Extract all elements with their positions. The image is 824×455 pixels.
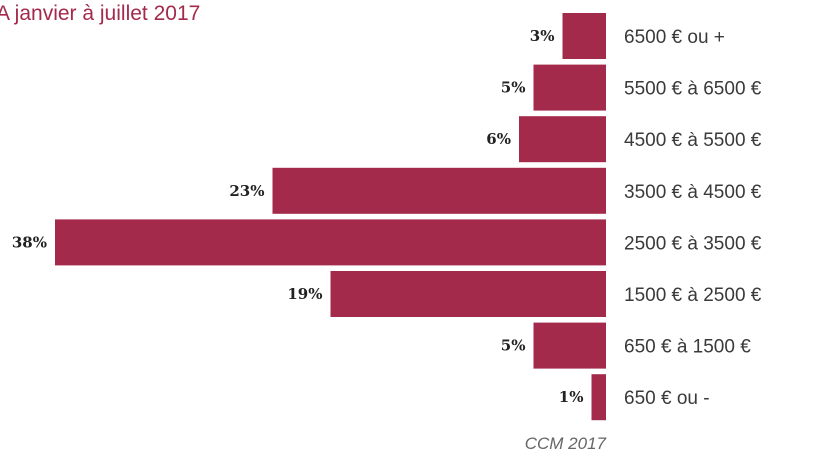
- data-label: 38%: [12, 233, 47, 251]
- bar: [533, 322, 606, 369]
- data-label: 23%: [229, 182, 264, 200]
- bar: [591, 374, 606, 421]
- data-label: 1%: [559, 388, 584, 406]
- source-note: CCM 2017: [524, 434, 606, 453]
- data-label: 6%: [486, 130, 511, 148]
- category-label: 1500 € à 2500 €: [624, 285, 762, 306]
- data-label: 3%: [530, 27, 555, 45]
- bar: [519, 116, 606, 163]
- data-label: 5%: [501, 337, 526, 355]
- data-label: 19%: [287, 285, 322, 303]
- bar: [55, 219, 606, 266]
- chart-title: A janvier à juillet 2017: [0, 2, 201, 25]
- category-label: 650 € à 1500 €: [624, 337, 751, 358]
- category-label: 4500 € à 5500 €: [624, 130, 762, 151]
- category-label: 5500 € à 6500 €: [624, 79, 762, 100]
- data-label: 5%: [501, 79, 526, 97]
- bar: [330, 271, 606, 317]
- bar: [533, 64, 606, 111]
- bar: [272, 167, 606, 214]
- category-label: 650 € ou -: [624, 388, 710, 409]
- bar: [562, 13, 606, 59]
- category-label: 2500 € à 3500 €: [624, 233, 762, 254]
- category-label: 3500 € à 4500 €: [624, 182, 762, 203]
- category-label: 6500 € ou +: [624, 27, 725, 48]
